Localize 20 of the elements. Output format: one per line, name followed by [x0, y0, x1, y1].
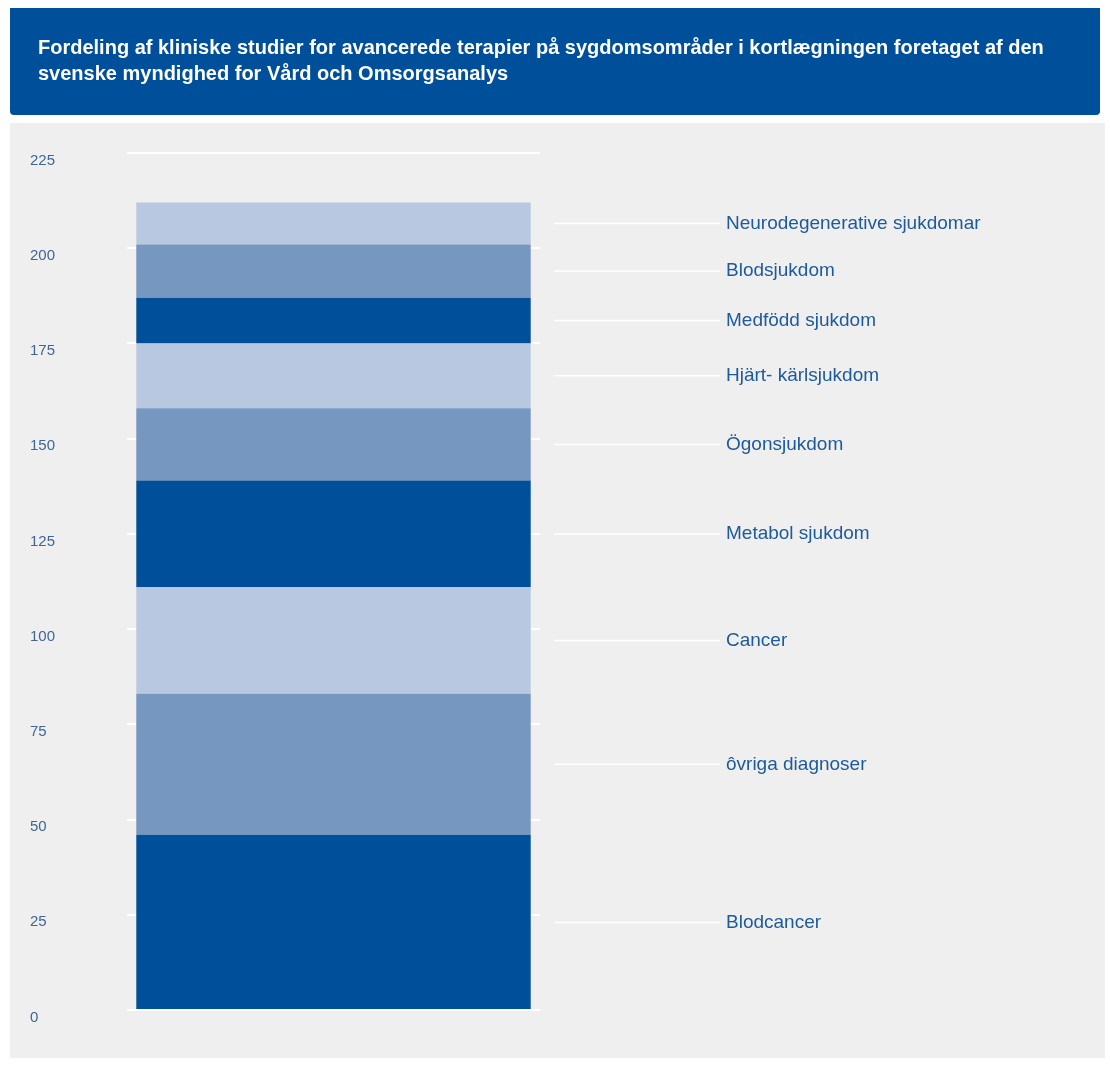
y-tick-label: 25	[30, 912, 47, 930]
text: Blodcancer	[726, 910, 822, 932]
text: Cancer	[726, 628, 788, 650]
y-tick-label: 225	[30, 150, 56, 168]
chart-title: Fordeling af kliniske studier for avancerede terapier på sygdomsområder i kortlægningen foretaget af den svenske myndighed for Vård och Omsorgsanalys	[10, 8, 1100, 115]
y-tick-label: 0	[30, 1007, 39, 1025]
text: Metabol sjukdom	[726, 522, 870, 544]
y-tick-label: 200	[30, 245, 56, 263]
y-tick-label: 100	[30, 626, 56, 644]
y-tick-label: 75	[30, 721, 47, 739]
text: Neurodegenerative sjukdomar	[726, 211, 982, 233]
text: Ögonsjukdom	[726, 432, 844, 454]
y-tick-label: 150	[30, 436, 56, 454]
y-tick-label: 125	[30, 531, 56, 549]
y-tick-label: 50	[30, 817, 47, 835]
text: ôvriga diagnoser	[726, 752, 868, 774]
text: Medfödd sjukdom	[726, 308, 876, 330]
text: Blodsjukdom	[726, 259, 835, 281]
text: Hjärt- kärlsjukdom	[726, 364, 880, 386]
y-tick-label: 175	[30, 341, 56, 359]
